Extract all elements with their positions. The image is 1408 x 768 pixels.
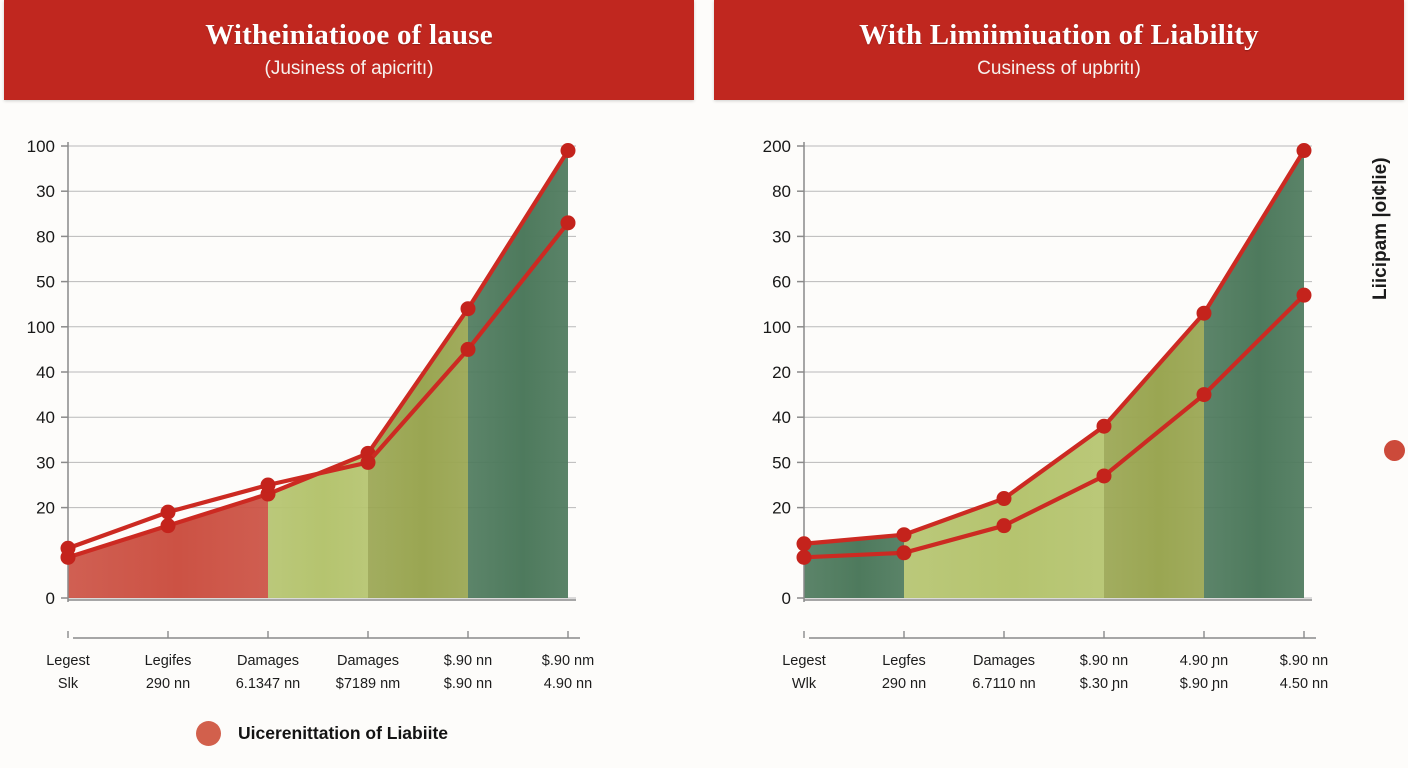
- upper-line: [801, 148, 1307, 546]
- x-tick-label: $.90 nn: [1280, 653, 1328, 669]
- x-tick-label: $7189 nm: [336, 676, 401, 692]
- x-tick-label: 6.1347 nn: [236, 676, 301, 692]
- x-tick-label: $.90 nn: [1080, 653, 1128, 669]
- y-axis: 100 30 80 50 100 40 40 30 20 0: [27, 137, 69, 608]
- data-point-marker[interactable]: [1096, 418, 1112, 434]
- legend-label: Uicerenittation of Liabiite: [238, 722, 449, 743]
- y-tick-label: 40: [36, 363, 55, 382]
- x-tick-label: Legfes: [882, 653, 926, 669]
- x-tick-label: $.90 ɲn: [1180, 676, 1228, 692]
- y-tick-label: 30: [772, 227, 791, 246]
- data-point-marker[interactable]: [360, 454, 376, 470]
- y-tick-label: 80: [772, 182, 791, 201]
- lower-line: [801, 293, 1307, 560]
- y-tick-label: 20: [772, 499, 791, 518]
- y-tick-label: 50: [36, 273, 55, 292]
- data-point-marker[interactable]: [1296, 143, 1312, 159]
- area-band: [1204, 150, 1304, 599]
- data-point-marker[interactable]: [896, 545, 912, 561]
- x-tick-label: Damages: [337, 653, 399, 669]
- data-point-marker[interactable]: [996, 491, 1012, 507]
- panel-right-plot: 200 80 30 60 100 20 40 50 20 0 Legest Wlk Legfes 290 …: [704, 118, 1408, 692]
- x-tick-label: Wlk: [792, 676, 817, 692]
- x-tick-label: $.90 nn: [444, 676, 492, 692]
- y-tick-label: 80: [36, 227, 55, 246]
- data-point-marker[interactable]: [560, 215, 576, 231]
- data-point-marker[interactable]: [260, 477, 276, 493]
- x-tick-label: 6.7110 nn: [972, 676, 1035, 692]
- x-tick-label: Legest: [782, 653, 826, 669]
- x-tick-label: Damages: [237, 653, 299, 669]
- data-point-marker[interactable]: [1196, 305, 1212, 321]
- data-point-marker[interactable]: [60, 540, 76, 556]
- x-tick-label: Legifes: [145, 653, 192, 669]
- y-tick-label: 0: [782, 589, 791, 608]
- y-tick-label: 60: [772, 273, 791, 292]
- y-tick-label: 100: [763, 318, 791, 337]
- x-tick-label: 4.90 nn: [544, 676, 592, 692]
- y-tick-label: 40: [772, 408, 791, 427]
- left-chart-svg: 100 30 80 50 100 40 40 30 20 0 Legest Slk Legifes 290…: [27, 137, 595, 692]
- x-tick-label: 4.50 nn: [1280, 676, 1328, 692]
- area-band: [468, 150, 568, 599]
- y-tick-label: 100: [27, 137, 55, 156]
- x-tick-label: $.90 nm: [542, 653, 594, 669]
- y-tick-label: 20: [36, 499, 55, 518]
- panel-right-subtitle: Cusiness of upbritı): [977, 58, 1141, 79]
- data-point-marker[interactable]: [160, 504, 176, 520]
- panel-right: With Limiimiuation of Liability Cusiness…: [704, 0, 1408, 768]
- data-point-marker[interactable]: [896, 527, 912, 543]
- x-tick-label: 290 nn: [146, 676, 190, 692]
- data-point-marker[interactable]: [796, 536, 812, 552]
- x-tick-label: $.30 ɲn: [1080, 676, 1128, 692]
- panel-left-plot: 100 30 80 50 100 40 40 30 20 0 Legest Slk Legifes 290…: [0, 118, 704, 692]
- y-tick-label: 0: [46, 589, 55, 608]
- data-point-marker[interactable]: [796, 549, 812, 565]
- y-tick-label: 100: [27, 318, 55, 337]
- panel-left-title: Witheiniatiooe of lause: [205, 19, 493, 52]
- x-axis: Legest Slk Legifes 290 nn Damages 6.1347 nn Da…: [46, 599, 594, 692]
- y-tick-label: 50: [772, 453, 791, 472]
- legend-swatch-0: [196, 720, 221, 746]
- data-point-marker[interactable]: [560, 143, 576, 159]
- panel-right-title: With Limiimiuation of Liability: [859, 19, 1259, 52]
- data-point-marker[interactable]: [1196, 387, 1212, 403]
- x-tick-label: Legest: [46, 653, 90, 669]
- y-tick-label: 20: [772, 363, 791, 382]
- data-point-marker[interactable]: [1296, 287, 1312, 303]
- x-axis: Legest Wlk Legfes 290 nn Damages 6.7110 nn $.9…: [782, 599, 1328, 692]
- y-axis-title-dot-icon: [1384, 440, 1405, 461]
- x-tick-label: Slk: [58, 676, 79, 692]
- panel-left: Witheiniatiooe of lause (Jusiness of api…: [0, 0, 704, 750]
- data-point-marker[interactable]: [996, 518, 1012, 534]
- x-tick-label: $.90 nn: [444, 653, 492, 669]
- x-tick-label: Damages: [973, 653, 1035, 669]
- legend-swatches: [196, 720, 221, 746]
- x-tick-label: 290 nn: [882, 676, 926, 692]
- data-point-marker[interactable]: [160, 518, 176, 534]
- y-tick-label: 40: [36, 408, 55, 427]
- right-chart-svg: 200803060100204050200LegestWlkLegfes290 …: [763, 137, 1329, 692]
- panel-left-legend: Uicerenittation of Liabiite: [196, 716, 448, 750]
- panel-right-title-bar: With Limiimiuation of Liability Cusiness…: [714, 0, 1404, 100]
- y-tick-label: 30: [36, 182, 55, 201]
- primary-line: [65, 220, 571, 551]
- x-tick-label: 4.90 ɲn: [1180, 653, 1228, 669]
- panel-left-subtitle: (Jusiness of apicritı): [264, 58, 434, 79]
- y-tick-label: 200: [763, 137, 791, 156]
- data-point-marker[interactable]: [460, 301, 476, 317]
- y-tick-label: 30: [36, 453, 55, 472]
- panel-left-title-bar: Witheiniatiooe of lause (Jusiness of api…: [4, 0, 694, 100]
- data-point-marker[interactable]: [460, 341, 476, 357]
- data-point-marker[interactable]: [1096, 468, 1112, 484]
